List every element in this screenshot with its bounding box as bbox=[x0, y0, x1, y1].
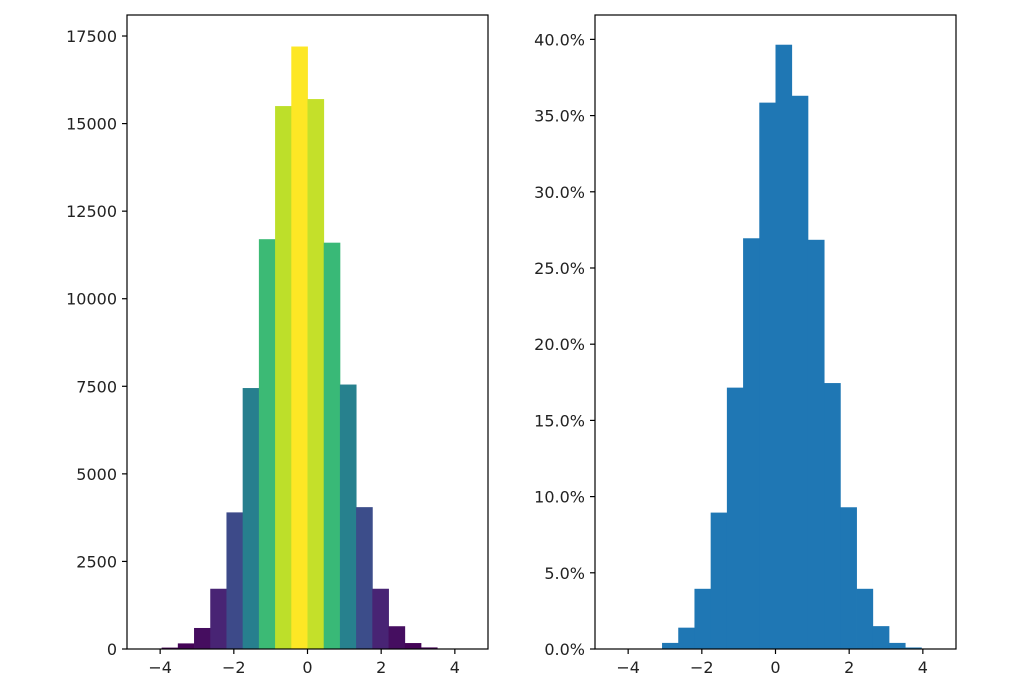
right-y-tick-label: 30.0% bbox=[534, 183, 585, 202]
right-histogram-bar bbox=[905, 647, 922, 649]
left-histogram-bar bbox=[291, 46, 308, 649]
right-x-tick-label: 0 bbox=[770, 658, 780, 677]
left-histogram-axes: −4 −2 0 2 4 0 2500 5000 7500 10000 12500 15000 1750… bbox=[66, 14, 489, 677]
right-x-tick-label: 4 bbox=[918, 658, 928, 677]
left-histogram-bar bbox=[242, 388, 260, 649]
right-histogram-bar bbox=[840, 507, 857, 649]
left-histogram-bar bbox=[194, 627, 211, 649]
left-axes-frame bbox=[126, 14, 489, 650]
right-y-tick-label: 15.0% bbox=[534, 411, 585, 430]
right-y-axis-ticks: 0.0% 5.0% 10.0% 15.0% 20.0% 25.0% 30.0% 35.0% 40… bbox=[534, 30, 595, 659]
right-y-tick-label: 0.0% bbox=[544, 640, 585, 659]
left-y-tick-label: 7500 bbox=[76, 377, 117, 396]
right-histogram-bar bbox=[872, 626, 890, 649]
right-y-tick-label: 5.0% bbox=[544, 564, 585, 583]
left-histogram-bar bbox=[258, 239, 276, 649]
right-histogram-bar bbox=[775, 44, 793, 650]
right-x-axis-ticks: −4 −2 0 2 4 bbox=[616, 649, 928, 677]
right-x-tick-label: −2 bbox=[690, 658, 714, 677]
left-x-tick-label: −2 bbox=[222, 658, 246, 677]
left-y-tick-label: 0 bbox=[107, 640, 117, 659]
right-histogram-bar bbox=[694, 588, 712, 649]
left-histogram-bar bbox=[210, 588, 227, 649]
left-histogram-bar bbox=[161, 647, 179, 649]
right-histogram-axes: −4 −2 0 2 4 0.0% 5.0% 10.0% 15.0% 20.0% 25.0% 30.0… bbox=[534, 14, 957, 677]
left-histogram-bar bbox=[388, 626, 406, 649]
right-histogram-bars bbox=[629, 44, 938, 650]
left-x-tick-label: 2 bbox=[376, 658, 386, 677]
left-y-tick-label: 12500 bbox=[66, 202, 117, 221]
left-y-tick-label: 5000 bbox=[76, 465, 117, 484]
left-y-tick-label: 2500 bbox=[76, 552, 117, 571]
right-histogram-bar bbox=[743, 238, 760, 649]
right-histogram-bar bbox=[856, 588, 874, 649]
left-x-tick-label: −4 bbox=[148, 658, 172, 677]
left-histogram-bar bbox=[420, 647, 438, 649]
left-histogram-bar bbox=[275, 106, 292, 649]
left-histogram-bar bbox=[339, 384, 357, 649]
left-x-tick-label: 4 bbox=[450, 658, 460, 677]
right-histogram-bar bbox=[791, 95, 809, 649]
left-y-tick-label: 17500 bbox=[66, 27, 117, 46]
right-histogram-bar bbox=[759, 102, 776, 649]
right-histogram-bar bbox=[710, 512, 728, 649]
left-histogram-bar bbox=[372, 588, 389, 649]
left-x-axis-ticks: −4 −2 0 2 4 bbox=[148, 649, 460, 677]
left-y-axis-ticks: 0 2500 5000 7500 10000 12500 15000 17500 bbox=[66, 27, 127, 659]
left-histogram-bar bbox=[307, 99, 325, 649]
left-y-tick-label: 10000 bbox=[66, 290, 117, 309]
right-axes-frame bbox=[594, 14, 957, 650]
left-histogram-bars bbox=[145, 46, 470, 649]
left-histogram-bar bbox=[323, 242, 341, 649]
left-histogram-bar bbox=[226, 512, 244, 649]
right-y-tick-label: 25.0% bbox=[534, 259, 585, 278]
right-y-tick-label: 35.0% bbox=[534, 107, 585, 126]
right-y-tick-label: 10.0% bbox=[534, 488, 585, 507]
right-x-tick-label: −4 bbox=[616, 658, 640, 677]
right-y-tick-label: 40.0% bbox=[534, 30, 585, 49]
left-histogram-bar bbox=[356, 507, 373, 649]
left-histogram-bar bbox=[404, 643, 422, 649]
right-y-tick-label: 20.0% bbox=[534, 335, 585, 354]
right-histogram-bar bbox=[888, 642, 906, 649]
right-histogram-bar bbox=[824, 383, 841, 649]
right-x-tick-label: 2 bbox=[844, 658, 854, 677]
right-histogram-bar bbox=[662, 642, 679, 649]
right-histogram-bar bbox=[678, 627, 695, 649]
right-histogram-bar bbox=[726, 387, 744, 649]
left-y-tick-label: 15000 bbox=[66, 115, 117, 134]
right-histogram-bar bbox=[807, 239, 825, 650]
left-histogram-bar bbox=[177, 643, 195, 649]
left-x-tick-label: 0 bbox=[302, 658, 312, 677]
